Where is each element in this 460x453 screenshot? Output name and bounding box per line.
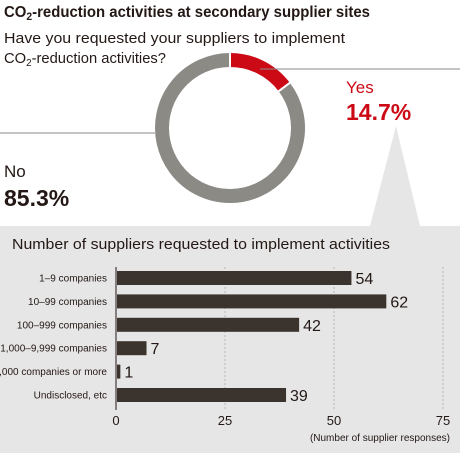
question-line-2: CO2-reduction activities? — [4, 50, 166, 69]
question-line-1: Have you requested your suppliers to imp… — [4, 30, 346, 47]
bar — [117, 271, 352, 285]
category-label: 10–99 companies — [28, 297, 107, 308]
bar-value-label: 7 — [151, 341, 160, 358]
x-axis-note: (Number of supplier responses) — [310, 433, 450, 444]
no-percent: 85.3% — [4, 185, 69, 211]
page-title: CO2-reduction activities at secondary su… — [4, 4, 370, 23]
bar-value-label: 42 — [303, 318, 321, 335]
bar-panel-title: Number of suppliers requested to impleme… — [12, 236, 390, 253]
donut-slice-yes — [229, 53, 290, 92]
category-label: 1–9 companies — [39, 274, 107, 285]
yes-percent: 14.7% — [346, 99, 411, 125]
bar — [117, 364, 121, 379]
x-tick-label: 50 — [327, 413, 341, 428]
bar — [117, 294, 387, 309]
bar-panel — [0, 226, 460, 453]
bar-value-label: 54 — [355, 271, 373, 288]
donut-separator — [277, 81, 292, 93]
donut-chart — [155, 52, 305, 203]
bar — [117, 317, 300, 332]
x-tick-label: 25 — [218, 413, 232, 428]
bar-value-label: 1 — [124, 365, 133, 382]
category-label: 1,000–9,999 companies — [0, 344, 107, 355]
bar-value-label: 62 — [390, 294, 408, 311]
bar-chart: 0 25 50 75 1–9 companies 54 10–99 companies 62 1… — [0, 267, 450, 428]
bar — [117, 388, 287, 402]
x-tick-label: 0 — [112, 413, 119, 428]
x-tick-label: 75 — [436, 413, 450, 428]
category-label: 100–999 companies — [17, 320, 107, 331]
bar-value-label: 39 — [290, 388, 308, 405]
category-label: 10,000 companies or more — [0, 367, 107, 378]
yes-label: Yes — [346, 78, 374, 97]
category-label: Undisclosed, etc — [34, 391, 107, 402]
callout-pointer — [370, 126, 420, 226]
no-label: No — [4, 162, 26, 181]
bar — [117, 341, 147, 356]
donut-slice-no — [155, 53, 305, 203]
